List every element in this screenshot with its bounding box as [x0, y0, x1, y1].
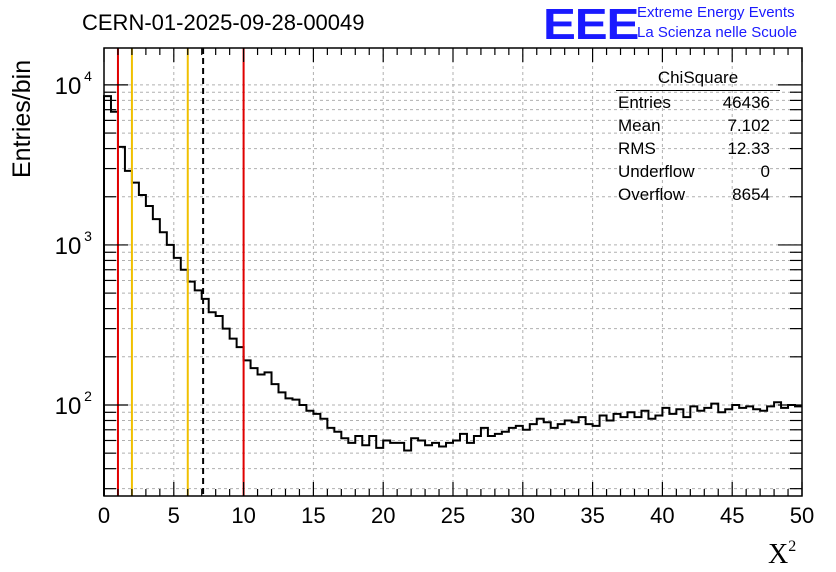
stats-row-entries: Entries 46436: [610, 91, 778, 114]
stats-box: ChiSquare Entries 46436 Mean 7.102 RMS 1…: [610, 68, 780, 206]
eee-logo: EEE: [543, 0, 639, 49]
x-tick-label: 40: [650, 503, 674, 528]
histogram-series: [103, 95, 802, 496]
stats-row-mean: Mean 7.102: [610, 114, 778, 137]
y-tick-exponent: 4: [84, 68, 92, 84]
y-tick-label: 10: [55, 73, 82, 100]
x-tick-label: 20: [371, 503, 395, 528]
y-tick-label: 10: [55, 233, 82, 260]
x-tick-label: 0: [98, 503, 110, 528]
logo-caption-1: Extreme Energy Events: [637, 4, 795, 21]
stats-value: 8654: [732, 185, 770, 204]
stats-label: Overflow: [618, 185, 686, 204]
stats-label: Underflow: [618, 162, 695, 181]
stats-row-overflow: Overflow 8654: [610, 183, 778, 206]
run-title: CERN-01-2025-09-28-00049: [82, 10, 365, 35]
y-axis-label: Entries/bin: [8, 59, 36, 178]
x-tick-label: 50: [790, 503, 814, 528]
x-tick-label: 25: [441, 503, 465, 528]
y-tick-exponent: 2: [84, 388, 92, 404]
stats-label: Mean: [618, 116, 661, 135]
x-axis-label: X2: [768, 538, 797, 570]
x-tick-label: 35: [580, 503, 604, 528]
y-tick-label: 10: [55, 393, 82, 420]
x-tick-label: 30: [511, 503, 535, 528]
stats-label: RMS: [618, 139, 656, 158]
logo-caption-2: La Scienza nelle Scuole: [637, 24, 798, 41]
stats-row-rms: RMS 12.33: [610, 137, 778, 160]
stats-value: 0: [760, 162, 770, 181]
stats-row-underflow: Underflow 0: [610, 160, 778, 183]
x-tick-label: 15: [301, 503, 325, 528]
stats-value: 12.33: [727, 139, 770, 158]
x-tick-label: 5: [168, 503, 180, 528]
stats-value: 7.102: [727, 116, 770, 135]
x-tick-label: 10: [231, 503, 255, 528]
stats-value: 46436: [722, 93, 770, 112]
y-tick-exponent: 3: [84, 228, 92, 244]
stats-title: ChiSquare: [616, 68, 780, 91]
x-tick-label: 45: [720, 503, 744, 528]
stats-label: Entries: [618, 93, 671, 112]
